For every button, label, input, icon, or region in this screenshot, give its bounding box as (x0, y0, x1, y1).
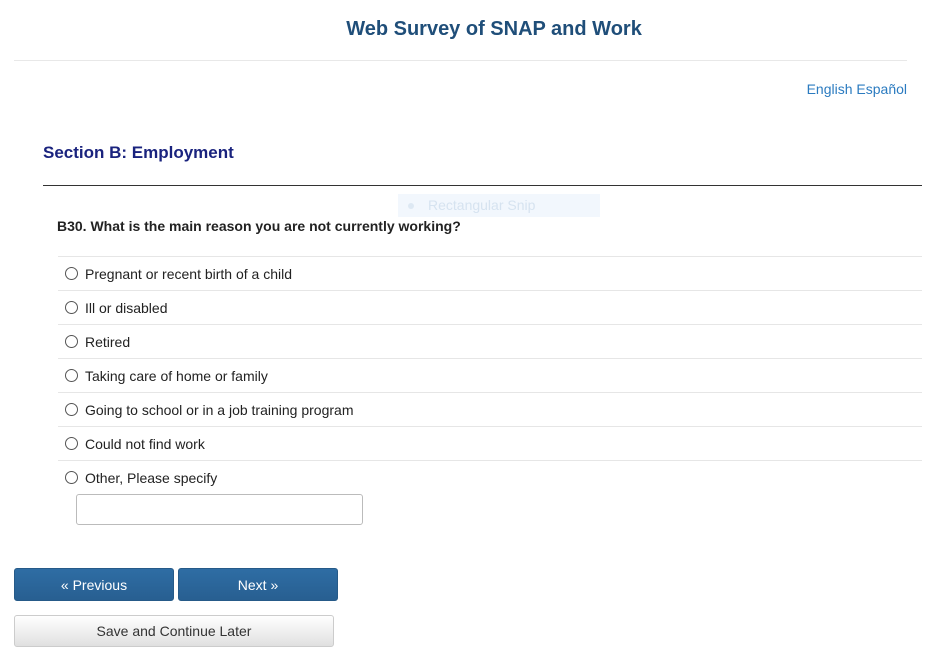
snip-dot-icon (408, 203, 414, 209)
section-title: Section B: Employment (43, 143, 234, 162)
other-specify-input[interactable] (76, 494, 363, 525)
radio-icon[interactable] (65, 335, 78, 348)
option-no-work[interactable]: Could not find work (58, 426, 922, 460)
question-text: B30. What is the main reason you are not… (57, 218, 461, 234)
section-divider (43, 185, 922, 186)
option-retired[interactable]: Retired (58, 324, 922, 358)
radio-icon[interactable] (65, 471, 78, 484)
option-label: Could not find work (85, 435, 205, 452)
radio-icon[interactable] (65, 403, 78, 416)
save-continue-later-button[interactable]: Save and Continue Later (14, 615, 334, 647)
option-label: Going to school or in a job training pro… (85, 401, 354, 418)
radio-icon[interactable] (65, 267, 78, 280)
option-ill[interactable]: Ill or disabled (58, 290, 922, 324)
english-link[interactable]: English (806, 81, 853, 97)
option-other[interactable]: Other, Please specify (58, 460, 922, 494)
spanish-link[interactable]: Español (856, 81, 907, 97)
option-label: Ill or disabled (85, 299, 168, 316)
option-pregnant[interactable]: Pregnant or recent birth of a child (58, 256, 922, 290)
option-caretaking[interactable]: Taking care of home or family (58, 358, 922, 392)
header-divider (14, 60, 907, 61)
radio-icon[interactable] (65, 437, 78, 450)
radio-icon[interactable] (65, 369, 78, 382)
next-button[interactable]: Next » (178, 568, 338, 601)
previous-button[interactable]: « Previous (14, 568, 174, 601)
language-switcher: English Español (807, 81, 907, 97)
option-label: Pregnant or recent birth of a child (85, 265, 293, 282)
snip-label: Rectangular Snip (428, 197, 536, 213)
radio-icon[interactable] (65, 301, 78, 314)
option-label: Retired (85, 333, 131, 350)
option-label: Other, Please specify (85, 469, 218, 486)
option-label: Taking care of home or family (85, 367, 268, 384)
snip-overlay: Rectangular Snip (398, 194, 600, 217)
option-school[interactable]: Going to school or in a job training pro… (58, 392, 922, 426)
page-title: Web Survey of SNAP and Work (346, 18, 642, 40)
answer-options: Pregnant or recent birth of a child Ill … (58, 256, 922, 494)
